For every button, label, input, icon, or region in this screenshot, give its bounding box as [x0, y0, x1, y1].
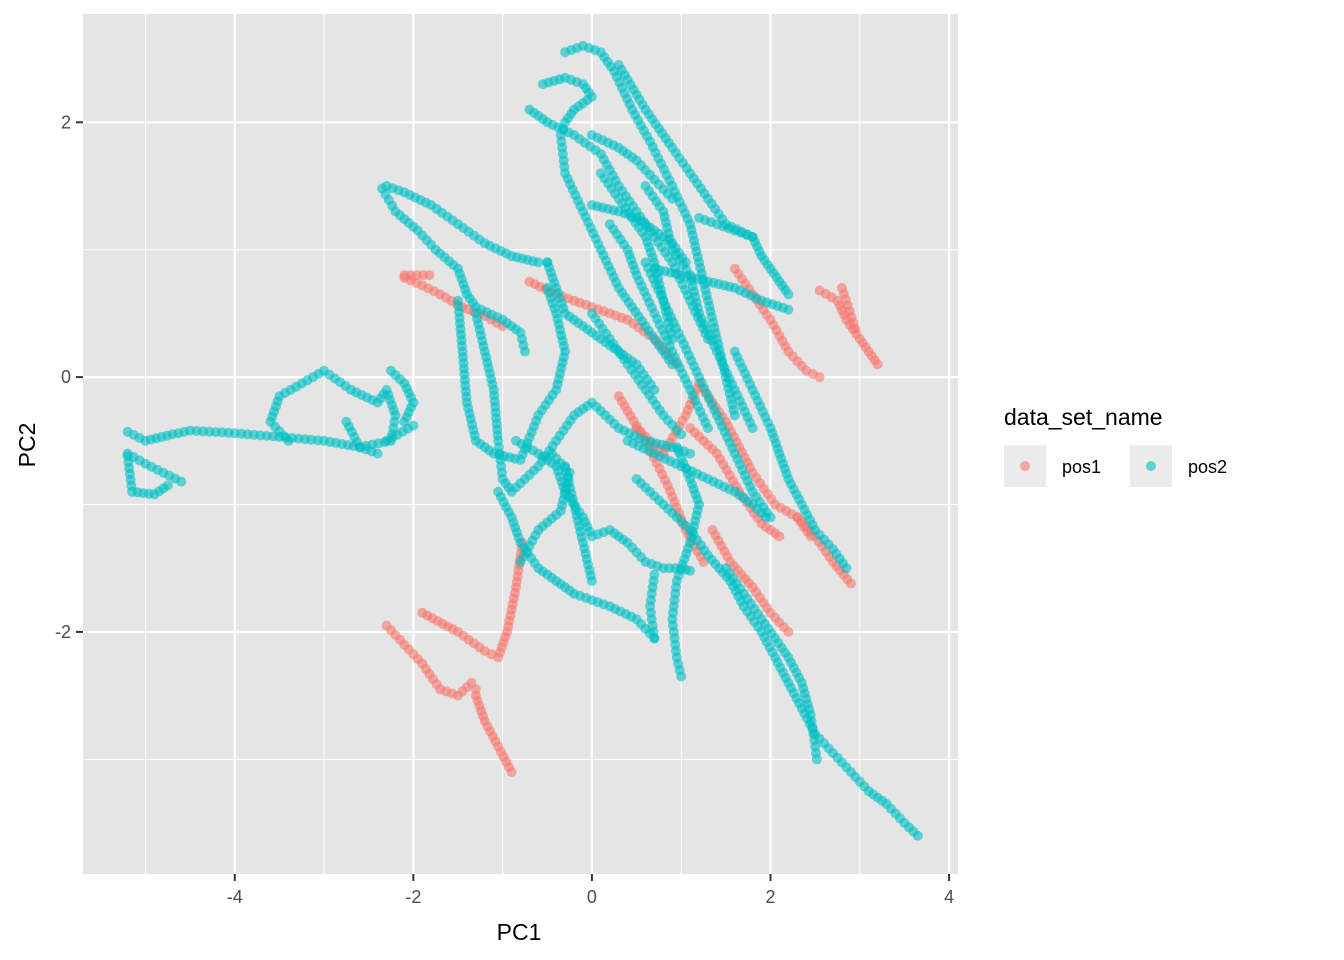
data-point-pos2: [162, 480, 173, 491]
data-point-pos2: [533, 257, 544, 268]
data-point-pos2: [811, 754, 822, 765]
legend-marker-pos1: [1020, 461, 1030, 471]
data-point-pos2: [747, 423, 758, 434]
legend-marker-pos2: [1146, 461, 1156, 471]
data-point-pos1: [814, 372, 825, 383]
axis-ticks: -4 -2 0 2 4 -2 0 2: [55, 112, 954, 907]
data-point-pos2: [729, 410, 740, 421]
data-point-pos2: [586, 576, 597, 586]
data-point-pos2: [408, 420, 419, 431]
data-point-pos2: [399, 416, 410, 427]
y-axis-title: PC2: [14, 423, 40, 468]
data-point-pos2: [685, 448, 696, 459]
y-tick-label: 2: [61, 112, 71, 132]
data-point-pos2: [841, 563, 852, 574]
x-tick-label: -2: [405, 887, 421, 907]
data-point-pos1: [850, 323, 861, 334]
legend-title: data_set_name: [1004, 404, 1163, 430]
data-point-pos2: [649, 633, 660, 644]
data-point-pos2: [520, 346, 530, 357]
legend-label-pos2: pos2: [1188, 457, 1227, 477]
x-tick-label: 0: [587, 887, 597, 907]
data-point-pos1: [774, 531, 785, 542]
data-point-pos1: [424, 270, 435, 281]
x-tick-label: -4: [227, 887, 243, 907]
data-point-pos1: [783, 626, 794, 637]
data-point-pos2: [667, 193, 678, 204]
data-point-pos2: [372, 448, 383, 459]
data-point-pos2: [685, 565, 696, 576]
data-point-pos2: [676, 429, 687, 440]
data-point-pos1: [506, 767, 517, 778]
data-point-pos2: [676, 671, 687, 682]
data-point-pos2: [761, 512, 771, 523]
data-point-pos2: [703, 423, 713, 434]
data-point-pos1: [845, 578, 856, 589]
data-point-pos2: [546, 448, 557, 459]
data-point-pos2: [783, 304, 794, 315]
data-points: [122, 40, 923, 841]
series-pos2: [122, 40, 923, 841]
y-tick-label: 0: [61, 367, 71, 387]
data-point-pos2: [176, 476, 187, 487]
legend-label-pos1: pos1: [1062, 457, 1101, 477]
y-tick-label: -2: [55, 622, 71, 642]
data-point-pos2: [783, 289, 794, 300]
data-point-pos2: [341, 416, 352, 427]
data-point-pos2: [912, 830, 923, 841]
legend: data_set_name pos1 pos2: [1004, 404, 1227, 487]
x-tick-label: 2: [765, 887, 775, 907]
x-axis-title: PC1: [497, 919, 542, 945]
data-point-pos2: [542, 282, 553, 293]
x-tick-label: 4: [944, 887, 954, 907]
data-point-pos1: [872, 359, 883, 370]
